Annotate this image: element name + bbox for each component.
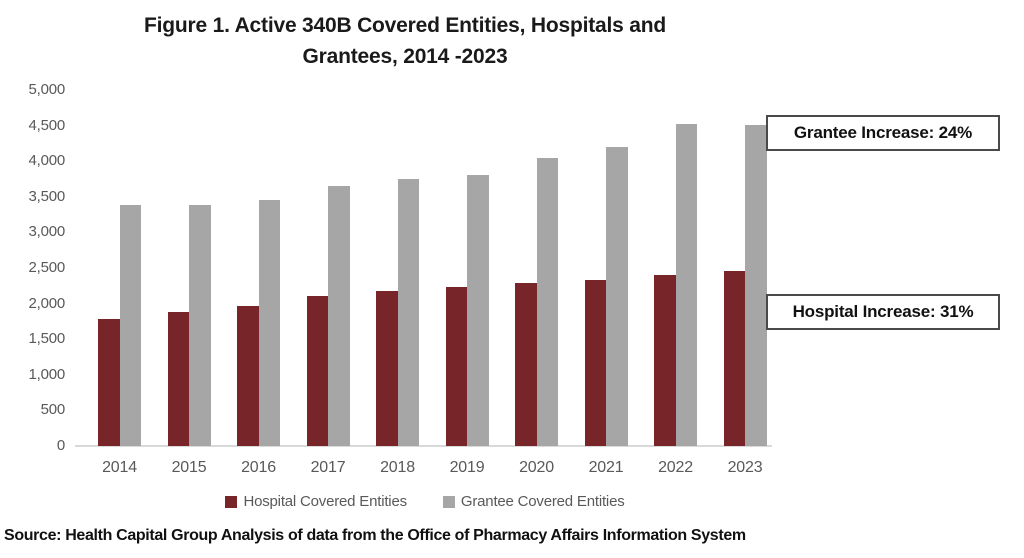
bar-hospital [98, 319, 120, 446]
bar-grantee [189, 204, 211, 446]
x-axis-tick-label: 2021 [588, 459, 624, 476]
bar-grantee [258, 199, 280, 446]
x-axis-line [75, 445, 772, 447]
bar-grantee [328, 185, 350, 446]
bar-hospital [237, 305, 259, 446]
hospital-swatch-icon [225, 495, 238, 508]
bar-hospital [445, 287, 467, 446]
annotation-hospital-increase: Hospital Increase: 31% [766, 294, 1000, 330]
bar-grantee [119, 204, 141, 446]
bar-hospital [376, 291, 398, 446]
bar-hospital [306, 296, 328, 446]
bar-grantee [536, 157, 558, 446]
x-axis-tick-label: 2019 [449, 459, 485, 476]
x-axis-tick-label: 2018 [380, 459, 415, 476]
y-axis-tick-label: 5,000 [28, 81, 65, 98]
source-note: Source: Health Capital Group Analysis of… [4, 527, 746, 544]
bar-grantee [397, 179, 419, 446]
bar-hospital [654, 275, 676, 446]
chart-title-line2: Grantees, 2014 -2023 [302, 45, 508, 68]
bar-hospital [167, 311, 189, 446]
chart-title-line1: Figure 1. Active 340B Covered Entities, … [144, 14, 666, 37]
x-axis-tick-label: 2016 [241, 459, 276, 476]
y-axis-tick-label: 4,000 [28, 152, 65, 170]
legend: Hospital Covered Entities Grantee Covere… [75, 493, 775, 510]
y-axis-tick-label: 1,000 [28, 365, 65, 383]
chart-title: Figure 1. Active 340B Covered Entities, … [70, 10, 740, 72]
x-axis-tick-label: 2023 [727, 459, 763, 476]
y-axis-tick-label: 2,500 [28, 259, 65, 276]
y-axis-tick-label: 3,000 [28, 223, 65, 241]
x-axis-tick-label: 2020 [519, 459, 554, 476]
legend-item-hospital: Hospital Covered Entities [225, 493, 407, 510]
bar-grantee [745, 124, 767, 446]
x-axis-tick-label: 2014 [102, 459, 137, 476]
y-axis-tick-label: 0 [56, 437, 65, 454]
grantee-swatch-icon [442, 495, 455, 508]
annotation-grantee-increase: Grantee Increase: 24% [766, 115, 1000, 151]
y-axis-tick-label: 3,500 [28, 187, 65, 205]
bar-grantee [675, 123, 697, 446]
y-axis-tick-label: 4,500 [28, 116, 65, 134]
x-axis-tick-label: 2017 [310, 459, 346, 476]
y-axis-tick-label: 2,000 [28, 294, 65, 312]
y-axis-tick-label: 500 [40, 401, 66, 419]
bar-hospital [515, 282, 537, 446]
bar-hospital [723, 270, 745, 446]
bar-grantee [606, 147, 628, 446]
legend-label-grantee: Grantee Covered Entities [460, 493, 625, 510]
x-axis-tick-label: 2022 [658, 459, 693, 476]
x-axis-tick-label: 2015 [171, 459, 207, 476]
y-axis-tick-label: 1,500 [28, 330, 65, 348]
bar-hospital [584, 279, 606, 446]
legend-label-hospital: Hospital Covered Entities [243, 493, 407, 510]
bar-grantee [467, 175, 489, 446]
legend-item-grantee: Grantee Covered Entities [442, 493, 625, 510]
